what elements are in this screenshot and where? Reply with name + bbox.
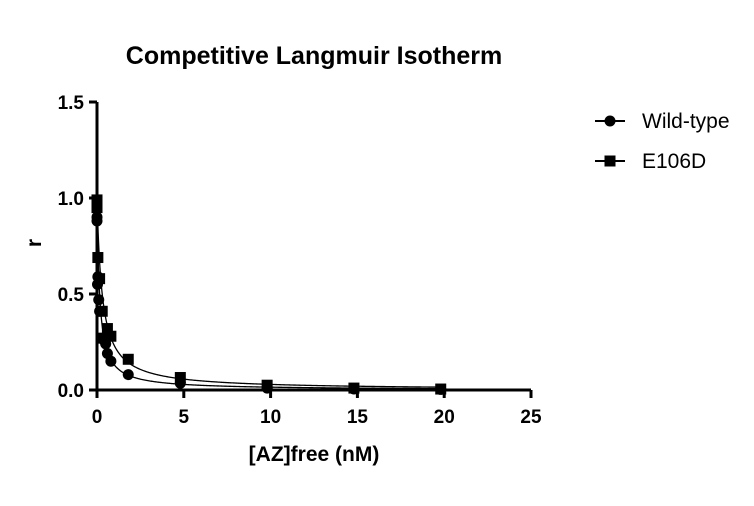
fit-curves — [96, 198, 445, 390]
x-tick-label: 25 — [520, 407, 542, 428]
data-point-e106d — [94, 273, 106, 285]
data-point-e106d — [105, 330, 117, 342]
legend-label-e106d: E106D — [642, 150, 706, 173]
x-axis-label: [AZ]free (nM) — [249, 443, 380, 466]
data-point-wild-type — [105, 355, 117, 367]
y-axis-label: r — [23, 239, 46, 247]
data-point-e106d — [91, 202, 103, 214]
data-point-wild-type — [93, 294, 105, 306]
x-tick-label: 0 — [92, 407, 103, 428]
y-tick-label: 1.5 — [58, 93, 85, 114]
data-point-e106d — [91, 194, 103, 206]
legend-marker-wild-type — [604, 115, 616, 127]
data-point-e106d — [92, 252, 104, 264]
x-tick-label: 15 — [347, 407, 369, 428]
data-points — [91, 194, 447, 395]
x-tick-label: 10 — [260, 407, 281, 428]
data-point-e106d — [348, 382, 360, 394]
fit-curve-e106d — [96, 198, 445, 388]
chart-title: Competitive Langmuir Isotherm — [126, 42, 502, 70]
y-tick-label: 0.5 — [58, 285, 85, 306]
data-point-e106d — [435, 383, 447, 395]
axes — [95, 102, 531, 392]
data-point-e106d — [261, 379, 273, 391]
y-tick-label: 1.0 — [58, 189, 84, 210]
legend: Wild-type E106D — [595, 110, 730, 173]
data-point-e106d — [96, 305, 108, 317]
data-point-e106d — [98, 332, 110, 344]
data-point-e106d — [101, 323, 113, 335]
x-tick-label: 5 — [179, 407, 190, 428]
legend-marker-e106d — [604, 155, 616, 167]
data-point-e106d — [174, 372, 186, 384]
data-point-wild-type — [122, 369, 134, 381]
y-tick-label: 0.0 — [58, 381, 84, 402]
data-point-e106d — [122, 353, 134, 365]
data-point-wild-type — [91, 211, 103, 223]
legend-label-wild-type: Wild-type — [642, 110, 730, 133]
x-tick-label: 20 — [434, 407, 455, 428]
ticks: 0 5 10 15 20 25 0.0 0.5 1.0 1.5 — [58, 93, 542, 428]
fit-curve-wild-type — [96, 198, 445, 390]
